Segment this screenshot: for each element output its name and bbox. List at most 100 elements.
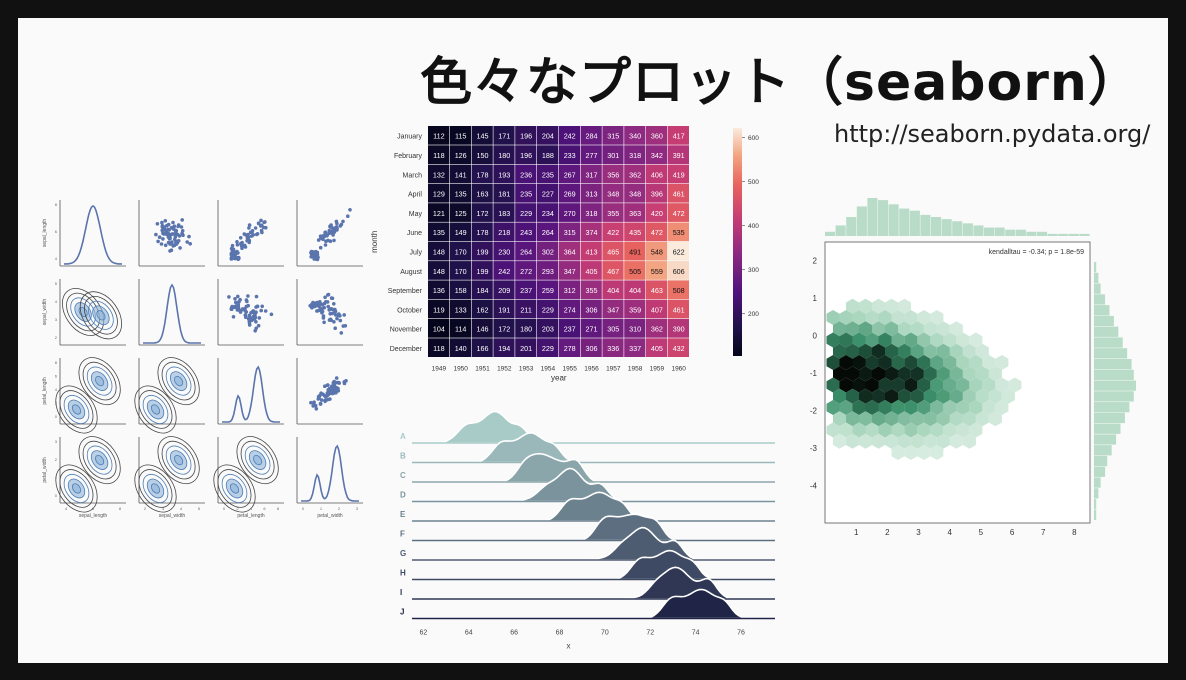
colorbar-tick-label: 600 (748, 135, 759, 142)
hexbin-cell (846, 298, 859, 314)
heatmap-cell (449, 319, 471, 338)
hexbin-cell (885, 388, 898, 404)
heatmap-cell-value: 227 (542, 190, 554, 199)
heatmap-cell (602, 319, 624, 338)
heatmap-cell (624, 338, 646, 357)
hexbin-cell (930, 422, 944, 438)
hexbin-cell (878, 422, 892, 438)
hexbin-ytick: -4 (810, 482, 818, 491)
pair-scatter-point (333, 307, 337, 312)
hexbin-xtick: 8 (1072, 528, 1077, 537)
pair-scatter-point (260, 304, 264, 309)
hexbin-cell (917, 422, 931, 438)
heatmap-month-label: December (390, 346, 423, 353)
heatmap-cell-value: 432 (673, 344, 685, 353)
pair-kde-contour (62, 288, 105, 336)
heatmap-cell-value: 211 (520, 305, 531, 314)
heatmap-cell (449, 203, 471, 222)
heatmap-cell (602, 126, 624, 145)
hexbin-cell (975, 366, 989, 382)
hexbin-cell (982, 355, 996, 370)
pair-kde-contour (138, 469, 173, 508)
pair-ylabel: petal_length (42, 377, 48, 404)
pair-kde-contour (138, 390, 173, 429)
marginal-y-bar (1094, 283, 1101, 294)
hexbin-cell (852, 400, 866, 415)
heatmap-cell-value: 158 (455, 286, 467, 295)
heatmap-cell-value: 171 (498, 132, 510, 141)
seaborn-url[interactable]: http://seaborn.pydata.org/ (834, 120, 1151, 148)
pair-kde-contour (59, 469, 94, 508)
pair-ylabel: sepal_length (42, 219, 48, 248)
heatmap-cell (471, 280, 493, 300)
heatmap-cell (537, 299, 559, 319)
heatmap-cell (602, 222, 624, 242)
hexbin-cell (923, 388, 937, 404)
marginal-y-bar (1094, 326, 1119, 337)
heatmap-cell (493, 203, 515, 222)
pair-scatter-point (169, 232, 173, 237)
pair-scatter-point (339, 222, 344, 227)
pair-scatter-point (254, 305, 258, 309)
heatmap-cell-value: 407 (651, 305, 663, 314)
heatmap-cell (515, 241, 537, 261)
hexbin-ytick: 1 (813, 294, 818, 303)
heatmap-cell-value: 336 (607, 344, 619, 353)
hexbin-cell (949, 366, 963, 382)
pair-scatter-point (163, 243, 168, 248)
hexbin-cell (833, 343, 846, 359)
pair-scatter-point (254, 320, 258, 324)
marginal-y-bar (1094, 391, 1134, 402)
heatmap-cell (493, 261, 515, 280)
hexbin-cell (839, 422, 853, 438)
hexbin-cell (988, 411, 1002, 427)
ridge-xtick: 66 (510, 630, 518, 637)
heatmap-cell-value: 359 (629, 305, 641, 314)
hexbin-cell (904, 332, 918, 348)
heatmap-cell (449, 280, 471, 300)
pair-scatter-point (156, 239, 160, 244)
pair-scatter-point (325, 391, 330, 395)
heatmap-cell-value: 163 (477, 190, 489, 199)
heatmap-cell (537, 145, 559, 164)
heatmap-cell (471, 261, 493, 280)
pair-scatter-point (348, 208, 352, 212)
hexbin-ytick: -2 (810, 407, 818, 416)
marginal-y-bar (1094, 509, 1097, 521)
pair-ytick: 6 (55, 374, 58, 379)
ridge-xtick: 70 (601, 630, 609, 637)
heatmap-cell-value: 104 (433, 325, 445, 334)
heatmap-cell-value: 356 (607, 170, 619, 179)
heatmap-cell (449, 222, 471, 242)
pair-scatter-point (331, 388, 336, 393)
heatmap-cell-value: 505 (629, 267, 641, 276)
hexbin-cell (878, 355, 892, 370)
heatmap-cell-value: 347 (564, 267, 576, 276)
marginal-x-bar (1026, 231, 1037, 236)
marginal-y-bar (1094, 348, 1128, 359)
pair-scatter-point (342, 381, 347, 386)
hexbin-cell (839, 310, 853, 325)
hexbin-cell (943, 377, 957, 393)
pair-scatter-point (229, 246, 234, 251)
hexbin-cell (865, 422, 879, 438)
heatmap-cell (493, 299, 515, 319)
heatmap-cell-value: 404 (607, 286, 619, 295)
pair-scatter-point (321, 392, 325, 397)
heatmap-cell (646, 261, 668, 280)
pair-scatter-point (236, 294, 240, 299)
hexbin-cell (943, 355, 957, 370)
heatmap-cell-value: 315 (564, 228, 576, 237)
heatmap-cell (580, 145, 602, 164)
heatmap-cell-value: 112 (433, 132, 444, 141)
pair-scatter-point (160, 220, 164, 225)
hexbin-cell (846, 433, 859, 449)
marginal-y-bar (1094, 466, 1106, 477)
heatmap-cell (646, 183, 668, 203)
heatmap-cell-value: 118 (433, 344, 444, 353)
pair-scatter-point (333, 326, 337, 330)
pair-scatter-point (246, 232, 250, 237)
pair-scatter-point (256, 323, 261, 328)
heatmap-month-label: May (409, 211, 423, 218)
pair-scatter-point (329, 296, 334, 300)
